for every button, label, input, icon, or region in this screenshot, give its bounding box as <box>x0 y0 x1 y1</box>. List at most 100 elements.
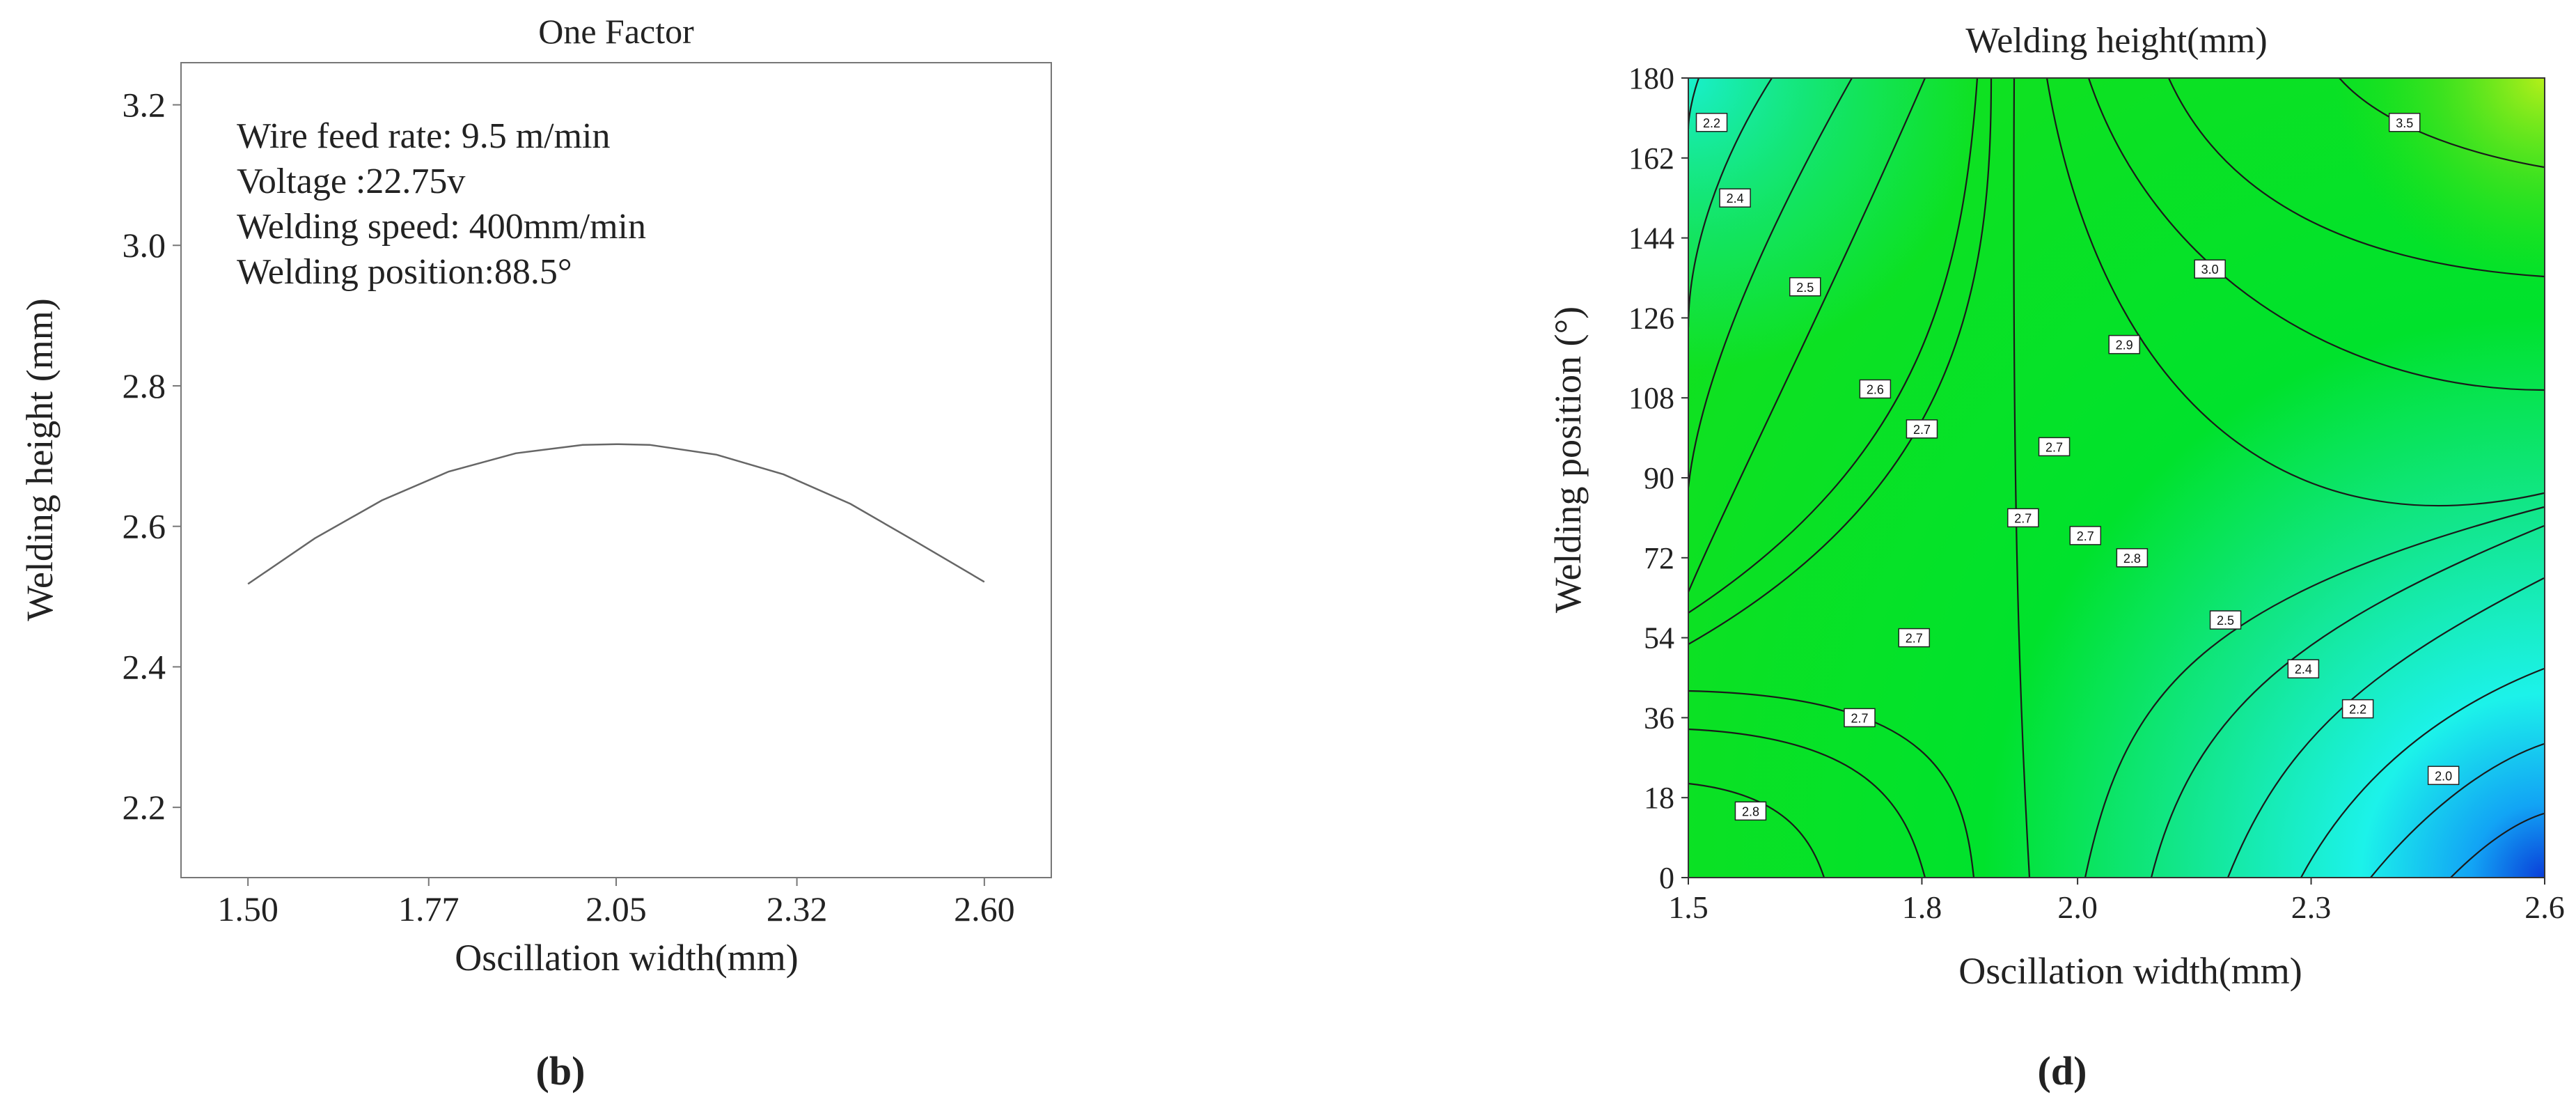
y-tick-label: 180 <box>1628 61 1674 95</box>
contour-label: 2.8 <box>2116 548 2149 568</box>
svg-text:2.4: 2.4 <box>1727 192 1744 205</box>
panel-label-d: (d) <box>2038 1048 2087 1094</box>
contour-label: 3.0 <box>2194 259 2226 279</box>
svg-text:3.0: 3.0 <box>2201 263 2219 277</box>
x-axis: 1.5 1.8 2.0 2.3 2.6 <box>1668 878 2565 925</box>
contour-line <box>1688 78 1979 614</box>
y-tick-label: 54 <box>1644 621 1674 655</box>
contour-line <box>2045 78 2545 506</box>
contour-label: 2.7 <box>2069 526 2102 545</box>
svg-text:3.5: 3.5 <box>2396 116 2413 130</box>
x-axis-label: Oscillation width(mm) <box>1958 950 2302 992</box>
x-tick-label: 2.3 <box>2291 889 2332 925</box>
contour-label: 2.4 <box>1719 188 1751 208</box>
contour-label: 2.4 <box>2287 659 2320 678</box>
contour-line <box>1688 78 1926 593</box>
contour-label: 2.2 <box>1695 113 1728 132</box>
svg-text:2.2: 2.2 <box>2349 703 2366 717</box>
x-tick-label: 2.0 <box>2057 889 2098 925</box>
contour-line <box>1688 728 1926 878</box>
svg-text:2.2: 2.2 <box>1703 116 1720 130</box>
x-tick-label: 2.60 <box>954 889 1015 928</box>
annotation-welding-speed: Welding speed: 400mm/min <box>237 207 646 247</box>
y-tick-label: 162 <box>1628 141 1674 176</box>
contour-line <box>2084 506 2545 878</box>
y-tick-label: 3.0 <box>123 226 166 265</box>
annotation-wire-feed: Wire feed rate: 9.5 m/min <box>237 116 610 156</box>
contour-line <box>2370 742 2545 878</box>
x-tick-label: 1.5 <box>1668 889 1709 925</box>
annotation-block: Wire feed rate: 9.5 m/min Voltage :22.75… <box>237 116 646 292</box>
y-tick-label: 2.2 <box>123 788 166 827</box>
contour-line <box>2150 524 2545 878</box>
contour-label: 2.8 <box>1734 801 1767 821</box>
svg-text:2.5: 2.5 <box>2217 614 2234 628</box>
svg-text:2.7: 2.7 <box>1906 632 1923 646</box>
svg-text:2.7: 2.7 <box>2014 511 2032 525</box>
x-axis: 1.50 1.77 2.05 2.32 2.60 <box>217 878 1015 928</box>
svg-text:2.8: 2.8 <box>2123 552 2141 566</box>
svg-text:2.5: 2.5 <box>1796 281 1814 295</box>
x-tick-label: 2.05 <box>586 889 647 928</box>
contour-label: 2.5 <box>2209 610 2242 630</box>
contour-line <box>2226 577 2545 878</box>
contour-line <box>1688 690 1975 878</box>
y-axis-label: Welding height (mm) <box>19 298 61 621</box>
y-tick-label: 2.4 <box>123 647 166 686</box>
chart-title: Welding height(mm) <box>1965 21 2267 61</box>
y-tick-label: 18 <box>1644 781 1674 815</box>
annotation-voltage: Voltage :22.75v <box>237 162 465 201</box>
contour-label: 2.9 <box>2108 334 2140 355</box>
contour-labels: 2.2 2.4 2.5 2.6 2.7 3.5 3.0 2.9 2.7 2.7 2.7 2.8 2.7 2… <box>1695 113 2460 821</box>
contour-line <box>2339 78 2545 169</box>
contour-line <box>1688 78 1853 488</box>
contour-line <box>1688 782 1825 878</box>
y-axis: 0 18 36 54 72 90 108 126 144 162 180 <box>1628 61 1688 895</box>
y-tick-label: 0 <box>1659 861 1674 895</box>
series-line-welding-height <box>247 443 985 585</box>
contour-line <box>1688 78 1993 645</box>
x-tick-label: 1.8 <box>1902 889 1942 925</box>
x-tick-label: 1.50 <box>217 889 278 928</box>
contour-label: 2.5 <box>1789 277 1821 297</box>
contour-label: 2.7 <box>1906 419 1938 439</box>
contour-label: 2.7 <box>1844 708 1876 728</box>
contour-line <box>2167 78 2545 278</box>
y-axis: 2.2 2.4 2.6 2.8 3.0 3.2 <box>123 86 181 827</box>
y-axis-label: Welding position (°) <box>1547 306 1589 613</box>
contour-line <box>2300 667 2545 878</box>
y-tick-label: 36 <box>1644 701 1674 735</box>
x-tick-label: 1.77 <box>398 889 460 928</box>
svg-text:2.7: 2.7 <box>2077 529 2094 543</box>
y-tick-label: 72 <box>1644 541 1674 575</box>
chart-title: One Factor <box>538 12 694 51</box>
contour-line <box>2013 78 2031 878</box>
contour-fill: 2.2 2.4 2.5 2.6 2.7 3.5 3.0 2.9 2.7 2.7 2.7 2.8 2.7 2… <box>1688 78 2545 878</box>
contour-label: 2.6 <box>1859 379 1892 399</box>
contour-label: 2.7 <box>2038 437 2071 457</box>
y-tick-label: 2.6 <box>123 507 166 546</box>
chart-contour: Welding height(mm) 2.22.42. <box>1547 21 2565 1094</box>
panel-label-b: (b) <box>536 1048 586 1094</box>
svg-text:2.8: 2.8 <box>1742 804 1759 818</box>
y-tick-label: 2.8 <box>123 366 166 405</box>
contour-label: 2.7 <box>1898 628 1931 648</box>
contour-label: 2.0 <box>2427 765 2460 786</box>
chart-one-factor: One Factor 2.2 2.4 2.6 2.8 3.0 3.2 1.50 1.77 2.… <box>19 12 1052 1094</box>
annotation-welding-position: Welding position:88.5° <box>237 252 572 292</box>
svg-text:2.9: 2.9 <box>2116 339 2133 352</box>
y-tick-label: 90 <box>1644 461 1674 495</box>
y-tick-label: 108 <box>1628 381 1674 415</box>
y-tick-label: 3.2 <box>123 86 166 125</box>
contour-line <box>1688 78 1773 328</box>
x-tick-label: 2.6 <box>2524 889 2565 925</box>
svg-text:2.7: 2.7 <box>1851 711 1868 725</box>
y-tick-label: 144 <box>1628 221 1674 256</box>
y-tick-label: 126 <box>1628 301 1674 335</box>
contour-label: 3.5 <box>2388 113 2421 132</box>
contour-label: 2.2 <box>2341 699 2374 719</box>
x-tick-label: 2.32 <box>767 889 828 928</box>
x-axis-label: Oscillation width(mm) <box>455 937 798 979</box>
contour-line <box>2450 812 2545 878</box>
